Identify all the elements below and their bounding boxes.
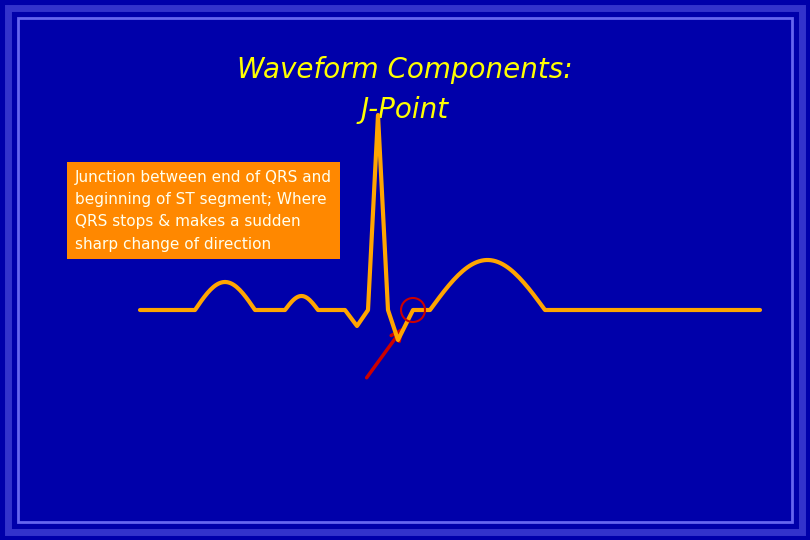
- Text: Junction between end of QRS and
beginning of ST segment; Where
QRS stops & makes: Junction between end of QRS and beginnin…: [75, 170, 332, 252]
- Text: J-Point: J-Point: [361, 96, 449, 124]
- Text: Waveform Components:: Waveform Components:: [237, 56, 573, 84]
